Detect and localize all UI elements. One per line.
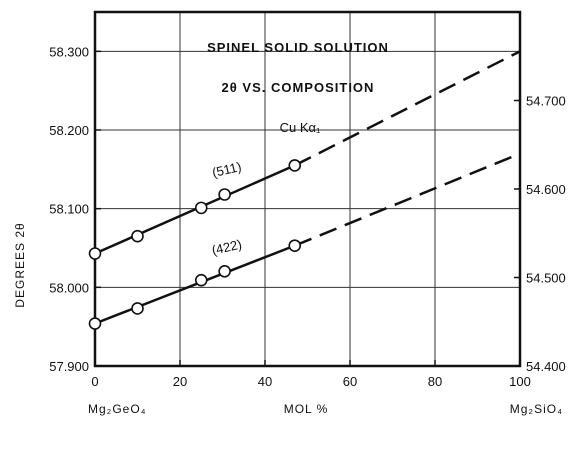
y-right-tick-label: 54.600 <box>526 182 566 197</box>
data-point <box>194 201 208 215</box>
data-point <box>131 302 144 315</box>
x-tick-label: 40 <box>258 374 272 389</box>
y-right-tick-label: 54.700 <box>526 94 566 109</box>
x-tick-label: 0 <box>91 374 98 389</box>
series-solid-line <box>94 244 296 325</box>
chart-title: SPINEL SOLID SOLUTION <box>207 40 389 55</box>
y-left-tick-label: 58.300 <box>49 44 89 59</box>
data-point <box>288 159 302 172</box>
y-left-tick-label: 58.100 <box>49 202 89 217</box>
grid-lines <box>95 12 520 366</box>
tick-labels: 0 20 40 60 80 100 57.900 58.000 58.100 58.200 58.3… <box>49 44 566 389</box>
data-point <box>194 273 208 287</box>
data-point <box>88 247 102 260</box>
y-right-tick-label: 54.500 <box>526 271 566 286</box>
x-axis-left-end-label: Mg₂GeO₄ <box>88 402 147 416</box>
data-point <box>288 239 302 252</box>
x-tick-label: 60 <box>343 374 357 389</box>
x-tick-label: 100 <box>509 374 531 389</box>
series-dashed-line <box>294 50 521 167</box>
chart-subtitle: 2θ VS. COMPOSITION <box>222 80 375 95</box>
series-label: (511) <box>211 159 243 180</box>
data-point <box>218 265 231 278</box>
radiation-annotation: Cu Kα₁ <box>280 120 321 135</box>
x-tick-label: 80 <box>428 374 442 389</box>
y-right-tick-label: 54.400 <box>526 359 566 374</box>
data-point <box>218 188 231 201</box>
data-point <box>131 229 144 243</box>
plot-frame <box>93 10 522 368</box>
tick-marks <box>94 50 521 367</box>
y-left-tick-label: 57.900 <box>49 359 89 374</box>
series-solid-line <box>94 164 296 255</box>
y-left-tick-label: 58.200 <box>49 123 89 138</box>
x-axis-label: MOL % <box>284 402 329 416</box>
series-dashed-line <box>294 152 521 247</box>
data-point <box>88 317 102 330</box>
series-label: (422) <box>210 236 243 257</box>
y-left-tick-label: 58.000 <box>49 280 89 295</box>
x-tick-label: 20 <box>173 374 187 389</box>
x-axis-right-end-label: Mg₂SiO₄ <box>510 402 563 416</box>
series-layer: (511) (422) <box>88 50 521 330</box>
y-axis-label-left: DEGREES 2θ <box>13 222 27 307</box>
